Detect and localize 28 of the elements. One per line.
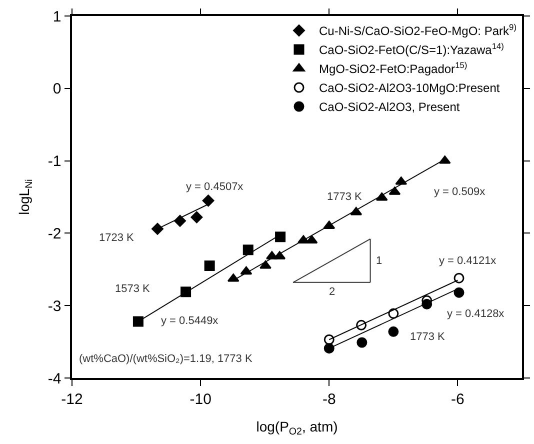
legend-label: Cu-Ni-S/CaO-SiO2-FeO-MgO: Park$^{9)}$ (319, 22, 517, 38)
y-tick-label: -3 (48, 298, 62, 315)
legend-label: CaO-SiO2-FetO(C/S=1):Yazawa$^{14)}$ (319, 41, 504, 58)
y-tick-label: -4 (48, 370, 62, 388)
annotation: (wt%CaO)/(wt%SiO₂)=1.19, 1773 K (79, 353, 253, 365)
annotation: 2 (329, 286, 336, 298)
y-tick-label: -1 (48, 153, 62, 170)
x-tick-label: -10 (190, 390, 212, 408)
x-axis-title: log(P$_{O2}$, atm) (256, 418, 338, 438)
x-tick-label: -6 (451, 390, 464, 408)
legend-label: CaO-SiO2-Al2O3-10MgO:Present (319, 81, 500, 96)
annotation: 1573 K (115, 283, 151, 295)
legend-label: CaO-SiO2-Al2O3, Present (319, 100, 460, 114)
annotation: 1 (376, 255, 382, 267)
y-tick-label: 0 (52, 80, 62, 98)
y-tick-label: -2 (48, 225, 62, 242)
x-tick-label: -8 (322, 390, 336, 408)
annotation: y = 0.5449x (161, 315, 219, 327)
annotation: 1773 K (327, 191, 363, 203)
x-tick-label: -12 (61, 390, 83, 408)
annotation: y = 0.4507x (186, 181, 244, 193)
legend-label: MgO-SiO2-FetO:Pagador$^{15)}$ (319, 60, 468, 76)
annotation: y = 0.4128x (447, 308, 505, 320)
annotation: 1723 K (99, 232, 135, 244)
annotation: y = 0.509x (434, 186, 486, 198)
annotation: y = 0.4121x (439, 255, 497, 267)
annotation: 1773 K (410, 331, 446, 343)
y-tick-label: 1 (52, 8, 62, 26)
